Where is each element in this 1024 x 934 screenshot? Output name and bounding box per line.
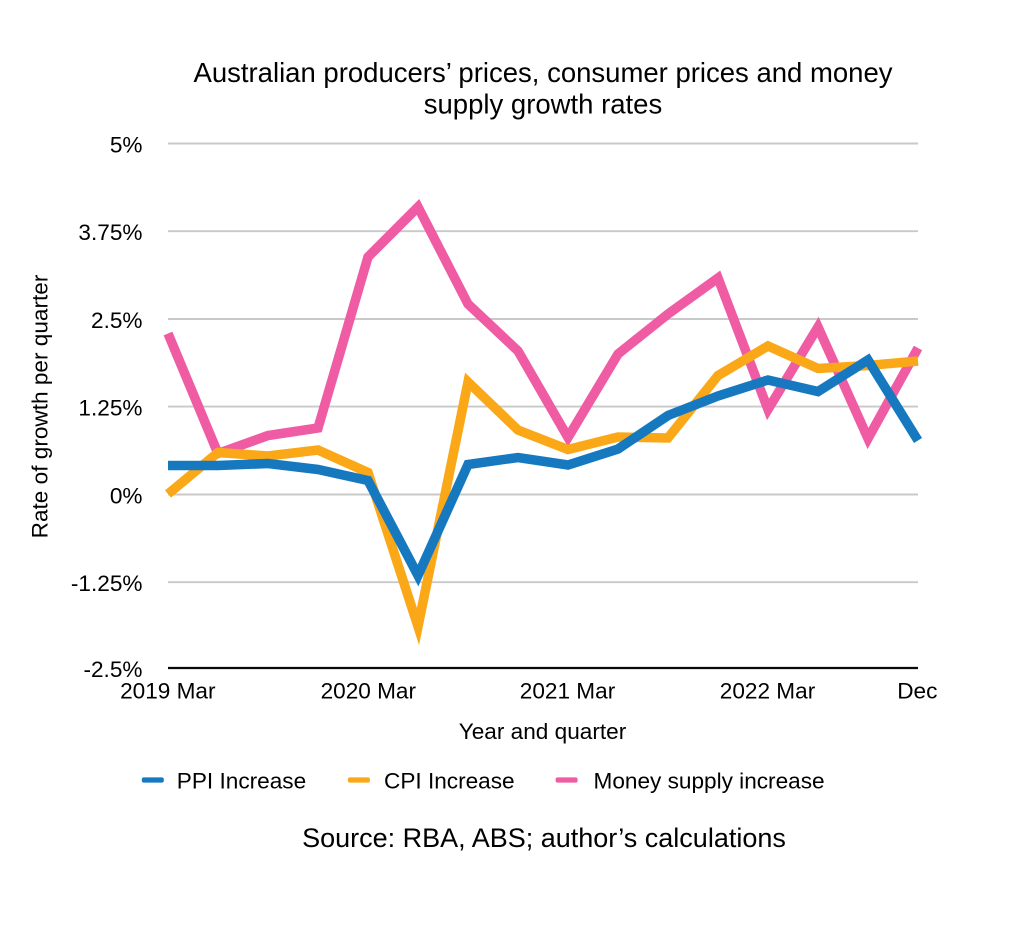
svg-text:1.25%: 1.25% [78,396,142,421]
svg-text:2.5%: 2.5% [91,308,143,333]
svg-text:CPI Increase: CPI Increase [384,769,515,794]
svg-text:-1.25%: -1.25% [71,571,143,596]
svg-text:2020 Mar: 2020 Mar [321,679,417,704]
svg-text:Rate of growth per quarter: Rate of growth per quarter [28,274,53,538]
svg-text:Year and quarter: Year and quarter [459,719,627,744]
svg-text:supply growth rates: supply growth rates [424,89,662,120]
svg-text:PPI Increase: PPI Increase [177,769,306,794]
svg-text:3.75%: 3.75% [78,220,142,245]
svg-text:Source: RBA, ABS; author’s cal: Source: RBA, ABS; author’s calculations [302,823,786,853]
svg-text:5%: 5% [110,133,143,158]
svg-text:Money supply increase: Money supply increase [594,769,825,794]
svg-text:Dec: Dec [897,679,937,704]
svg-text:Australian producers’ prices,: Australian producers’ prices, consumer p… [193,57,892,88]
svg-text:2022 Mar: 2022 Mar [720,679,816,704]
svg-text:-2.5%: -2.5% [83,657,142,682]
svg-text:2021 Mar: 2021 Mar [520,679,616,704]
svg-text:2019 Mar: 2019 Mar [120,679,216,704]
svg-text:0%: 0% [110,484,143,509]
